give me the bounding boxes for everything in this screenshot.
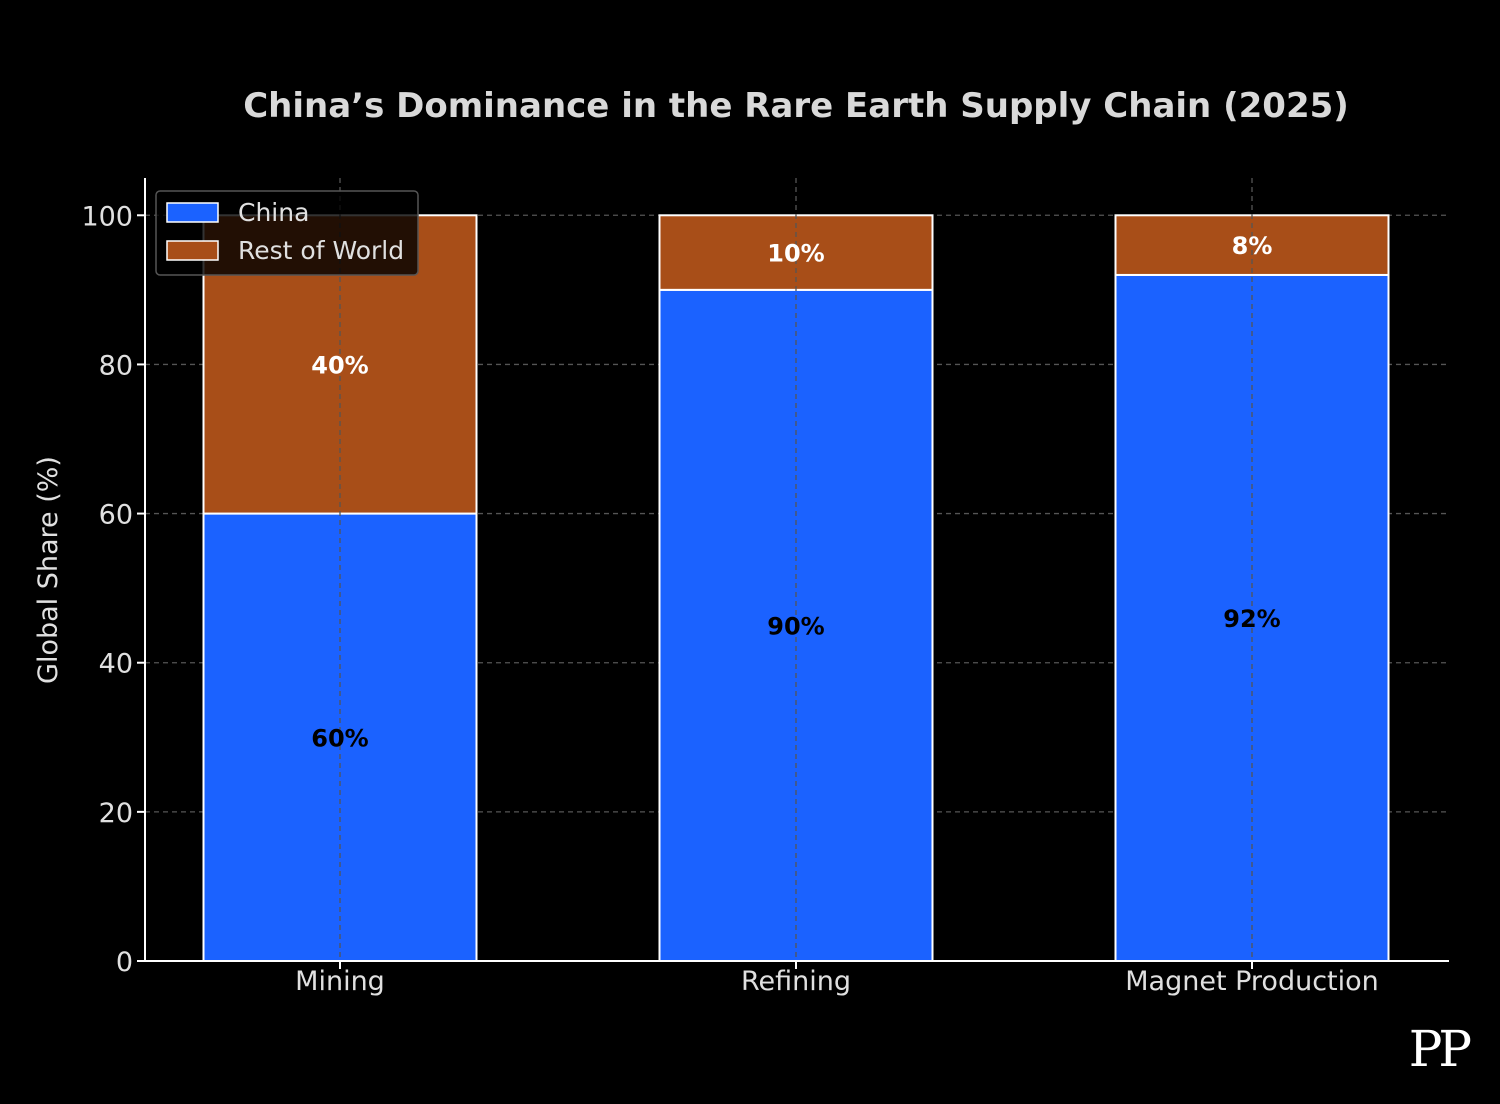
y-tick-label: 20	[99, 798, 133, 829]
bar-label-mining-china: 60%	[311, 724, 368, 752]
legend-frame	[155, 190, 419, 276]
legend-swatch-rest-of-world	[166, 240, 219, 261]
y-tick-label: 0	[116, 947, 133, 978]
x-tick-label: Magnet Production	[1125, 966, 1379, 997]
y-ticks: 0 20 40 60 80 100	[81, 201, 145, 978]
y-axis-label: Global Share (%)	[33, 456, 64, 684]
legend-label-china: China	[238, 198, 309, 227]
y-tick-label: 40	[99, 649, 133, 680]
x-tick-label: Mining	[295, 966, 385, 997]
bar-refining-china	[658, 288, 934, 963]
legend-label-rest-of-world: Rest of World	[238, 236, 404, 265]
bars	[202, 214, 1390, 963]
bar-label-magnet-production-china: 92%	[1223, 605, 1280, 633]
pp-logo-watermark: PP	[1409, 1020, 1471, 1078]
y-tick-label: 100	[81, 201, 133, 232]
bar-label-refining-china: 90%	[767, 612, 824, 640]
bar-label-mining-rest-of-world: 40%	[311, 351, 368, 379]
x-tick-label: Refining	[741, 966, 851, 997]
y-tick-label: 80	[99, 350, 133, 381]
bar-labels: 60% 40% 90% 10% 92% 8%	[311, 232, 1280, 752]
y-tick-label: 60	[99, 500, 133, 531]
x-grid-lines	[339, 178, 1253, 961]
legend-swatch-china	[166, 202, 219, 223]
bar-label-magnet-production-rest-of-world: 8%	[1232, 232, 1273, 260]
chart-title: China’s Dominance in the Rare Earth Supp…	[243, 86, 1349, 126]
bar-label-refining-rest-of-world: 10%	[767, 240, 824, 268]
legend: China Rest of World	[155, 190, 419, 276]
x-ticks: Mining Refining Magnet Production	[295, 961, 1379, 997]
